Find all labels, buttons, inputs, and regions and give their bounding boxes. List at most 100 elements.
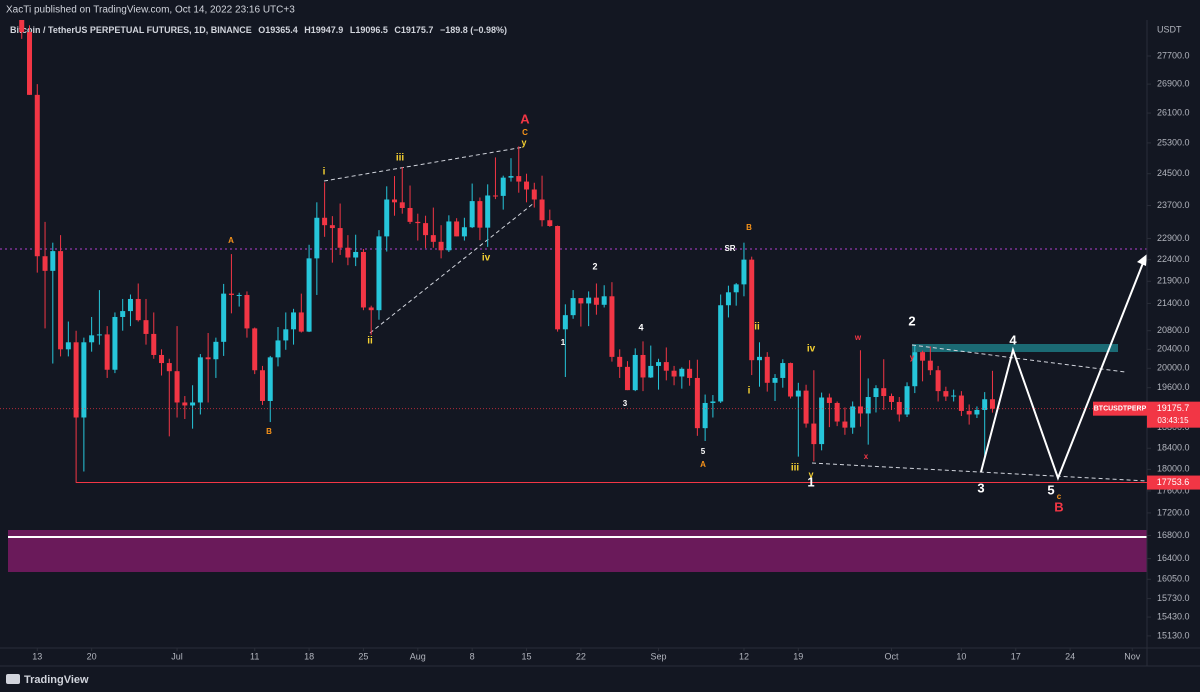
candle-body: [756, 356, 762, 361]
candle-body: [694, 377, 700, 429]
candle-body: [197, 357, 203, 403]
y-tick-label: 27700.0: [1157, 50, 1190, 60]
candle-body: [345, 247, 351, 258]
y-tick-label: 17200.0: [1157, 507, 1190, 517]
candle-body: [376, 236, 382, 311]
candle-body: [609, 296, 615, 357]
candle-body: [477, 201, 483, 228]
wave-label: iii: [791, 463, 800, 474]
candle-body: [446, 221, 452, 251]
wave-label: 3: [977, 480, 984, 495]
candle-body: [539, 199, 545, 221]
candle-body: [780, 363, 786, 378]
candle-body: [749, 259, 755, 361]
candle-body: [819, 397, 825, 445]
candle-body: [593, 297, 599, 305]
x-tick-label: 13: [32, 651, 42, 661]
candle-body: [617, 356, 623, 367]
candle-body: [368, 307, 374, 311]
legend-close: C19175.7: [394, 25, 433, 35]
candle-body: [182, 402, 188, 406]
published-line: XacTi published on TradingView.com, Oct …: [6, 5, 295, 16]
wave-label: 5: [701, 447, 706, 456]
wave-label: c: [1057, 492, 1062, 501]
y-tick-label: 22400.0: [1157, 254, 1190, 264]
wave-label: SR: [724, 244, 735, 253]
y-tick-label: 17600.0: [1157, 485, 1190, 495]
candle-body: [322, 217, 328, 226]
candle-body: [329, 225, 335, 229]
candle-body: [524, 181, 530, 190]
wave-label: y: [910, 353, 915, 362]
wave-label: y: [808, 469, 813, 479]
candle-body: [120, 311, 126, 317]
candle-body: [570, 298, 576, 316]
candle-body: [842, 421, 848, 428]
candle-body: [19, 20, 25, 33]
candle-body: [27, 32, 33, 95]
candle-body: [788, 363, 794, 397]
candle-body: [58, 251, 64, 350]
y-tick-label: 16800.0: [1157, 530, 1190, 540]
candle-body: [104, 334, 110, 370]
projection-path: [980, 257, 1146, 481]
x-tick-label: 19: [793, 651, 803, 661]
y-tick-label: 16050.0: [1157, 574, 1190, 584]
candle-body: [958, 395, 964, 411]
candle-body: [360, 251, 366, 308]
candle-body: [865, 397, 871, 414]
candle-body: [337, 228, 343, 248]
candle-body: [826, 397, 832, 403]
x-tick-label: Sep: [651, 651, 667, 661]
candle-body: [89, 335, 95, 343]
y-tick-label: 25300.0: [1157, 137, 1190, 147]
y-tick-label: 26900.0: [1157, 78, 1190, 88]
candle-body: [267, 357, 273, 401]
candle-body: [143, 320, 149, 334]
candle-body: [96, 334, 102, 336]
wave-label: B: [1054, 499, 1063, 514]
target-box: [912, 344, 1118, 352]
candle-body: [702, 402, 708, 429]
candle-body: [764, 356, 770, 383]
legend-high: H19947.9: [304, 25, 343, 35]
legend-low: L19096.5: [350, 25, 388, 35]
y-tick-label: 16400.0: [1157, 553, 1190, 563]
legend-open: O19365.4: [258, 25, 298, 35]
wave-label: 4: [1009, 332, 1017, 347]
candle-body: [384, 199, 390, 237]
candle-body: [710, 401, 716, 403]
y-tick-label: 22900.0: [1157, 233, 1190, 243]
wave-label: B: [746, 223, 752, 232]
x-tick-label: 22: [576, 651, 586, 661]
y-tick-label: 18000.0: [1157, 464, 1190, 474]
candle-body: [205, 357, 211, 360]
candle-body: [687, 368, 693, 378]
candle-body: [648, 365, 654, 378]
candle-body: [298, 312, 304, 332]
candle-body: [834, 402, 840, 422]
candle-body: [166, 363, 172, 372]
wave-label: 1: [561, 338, 566, 347]
candle-body: [663, 362, 669, 371]
x-tick-label: 11: [250, 651, 259, 661]
candle-body: [904, 386, 910, 415]
candle-body: [586, 297, 592, 304]
wave-label: i: [323, 167, 326, 178]
candle-body: [718, 305, 724, 402]
candle-body: [982, 399, 988, 410]
wave-label: y: [521, 137, 526, 147]
candle-body: [500, 177, 506, 196]
wave-label: x: [864, 452, 869, 461]
candle-body: [399, 202, 405, 208]
candle-body: [461, 227, 467, 237]
y-tick-label: 21900.0: [1157, 276, 1190, 286]
candle-body: [221, 293, 227, 342]
x-tick-label: 25: [358, 651, 368, 661]
candle-body: [151, 333, 157, 355]
candle-body: [966, 410, 972, 415]
wave-label: 4: [638, 322, 643, 332]
candle-body: [601, 296, 607, 305]
candle-body: [50, 251, 56, 271]
